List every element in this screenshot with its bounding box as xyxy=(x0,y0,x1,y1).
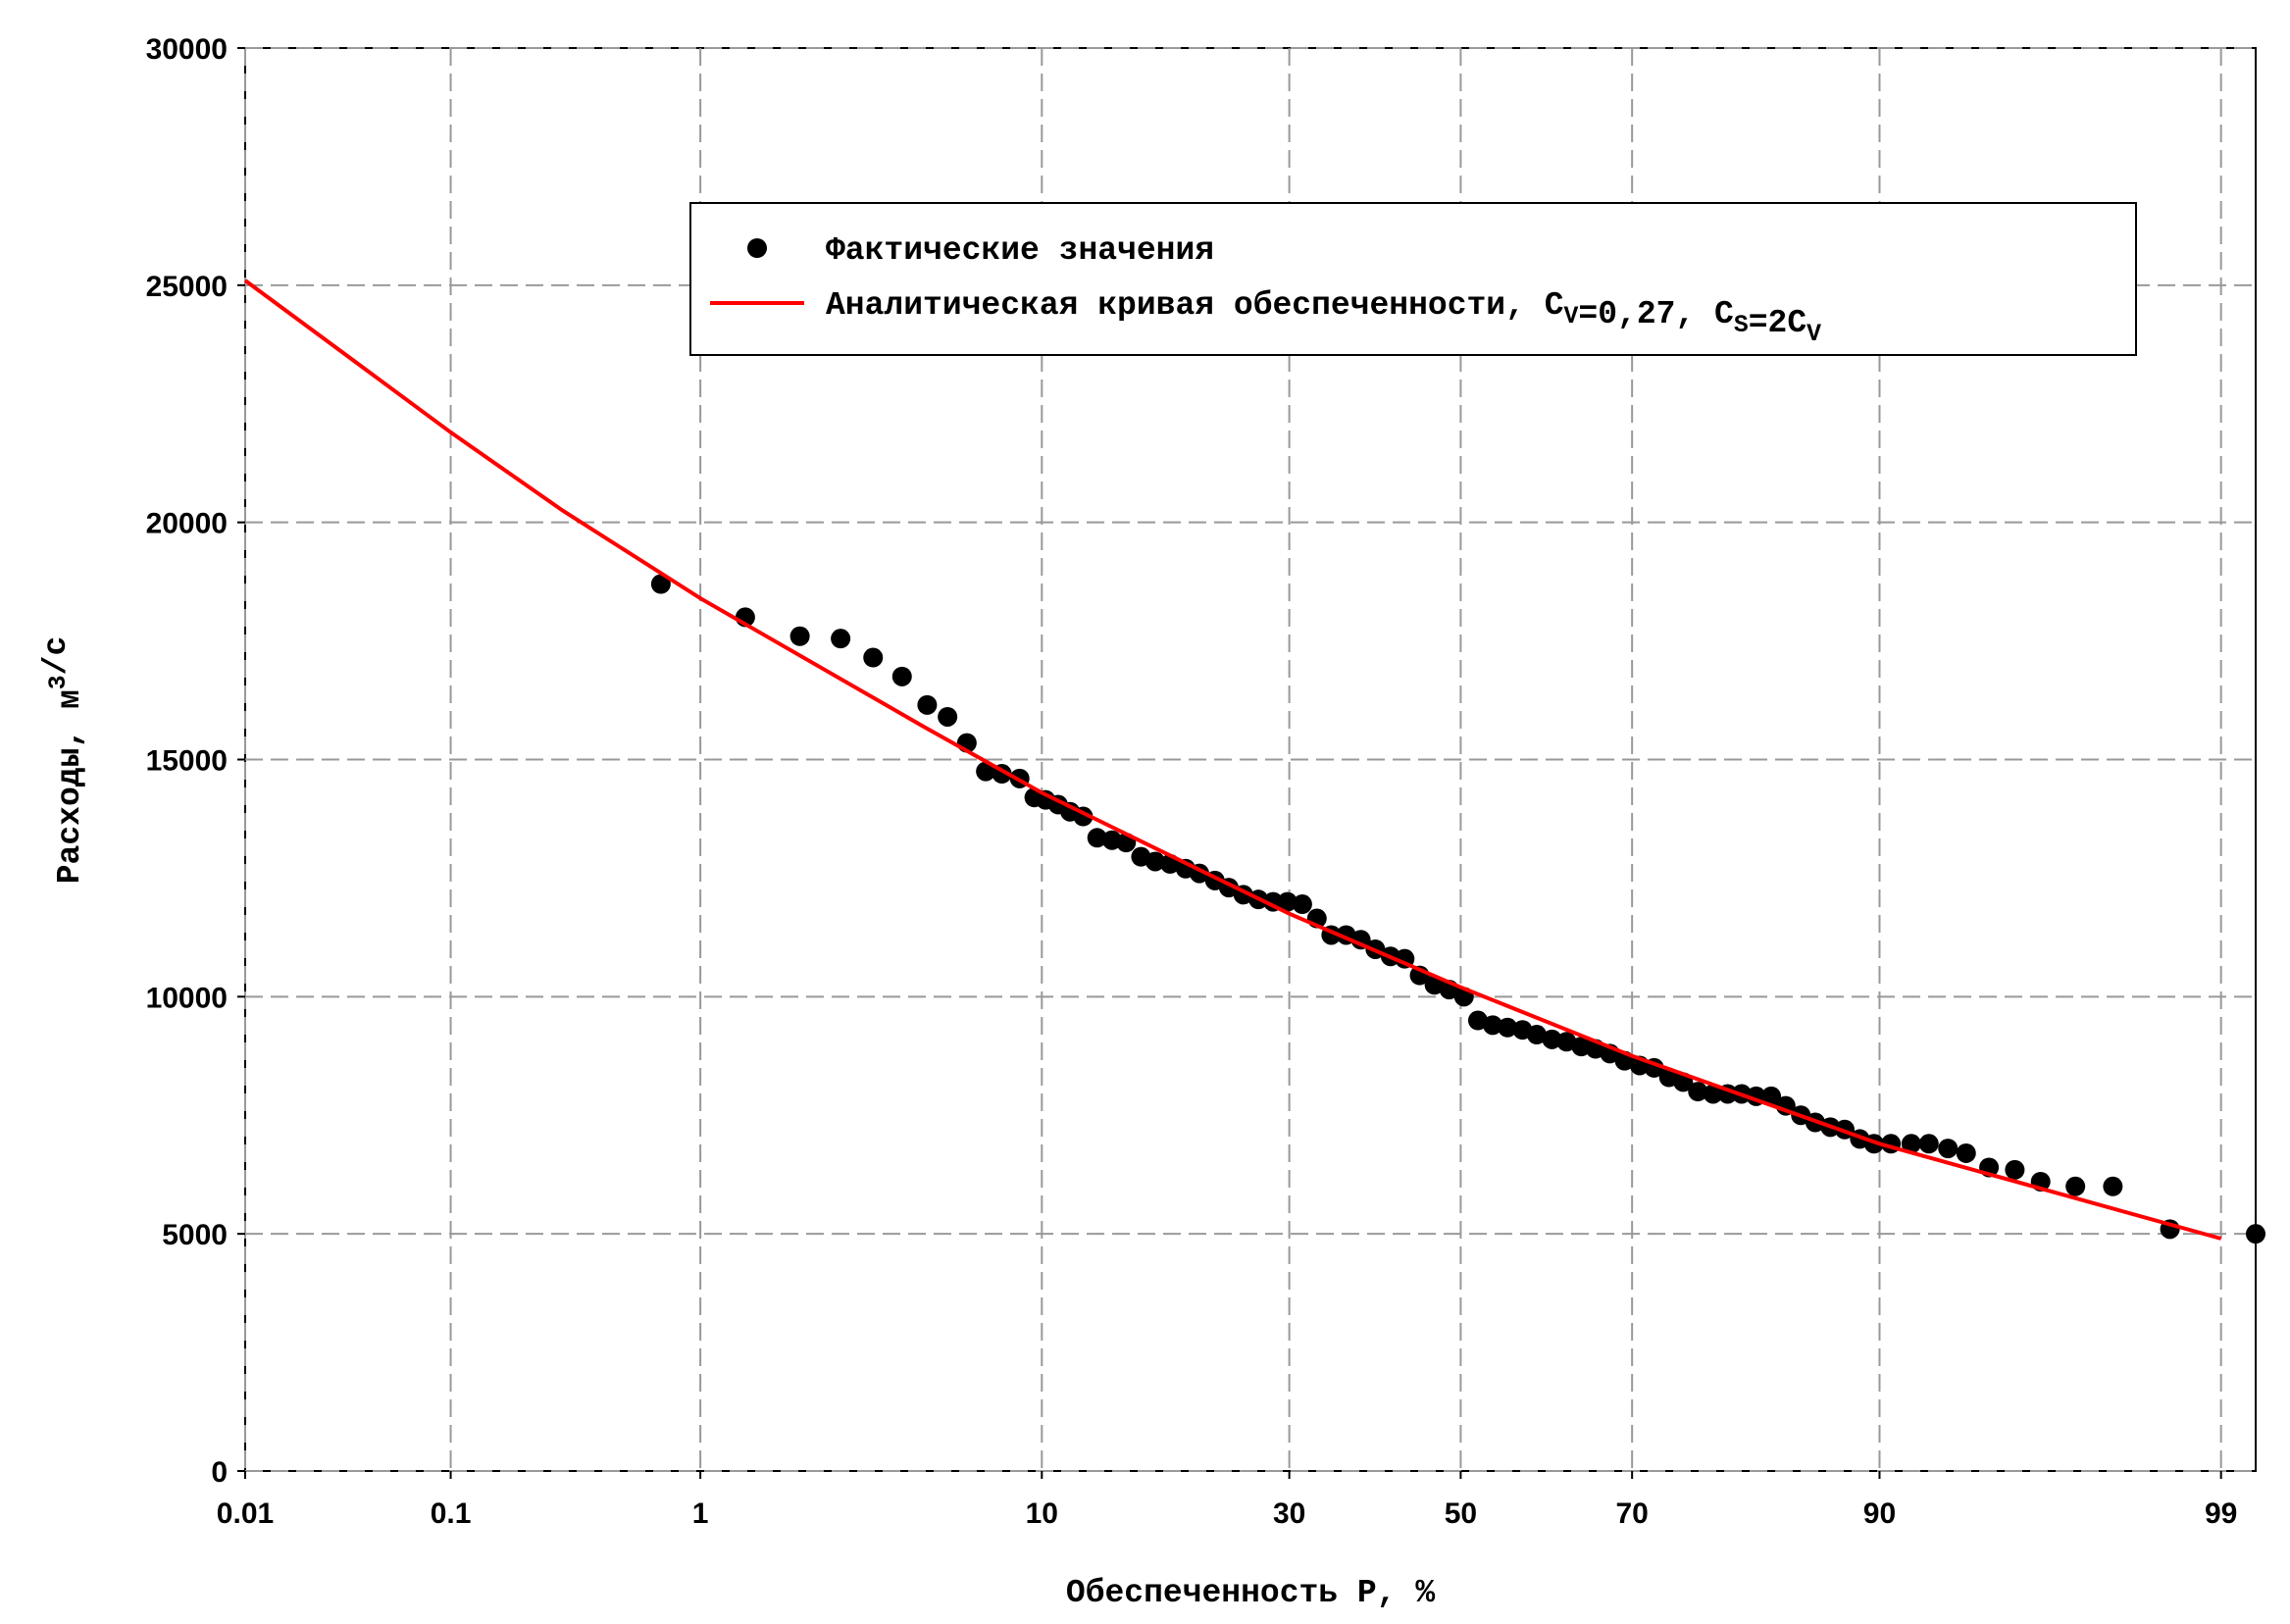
data-point xyxy=(1087,828,1107,848)
y-tick-label: 25000 xyxy=(146,271,228,303)
data-point xyxy=(1277,891,1298,912)
data-point xyxy=(1483,1015,1503,1036)
data-point xyxy=(1292,894,1312,915)
data-point xyxy=(938,706,958,727)
ticks: 0 5000 10000 15000 20000 25000 30000 0.01 0.1 1 10… xyxy=(146,33,2238,1530)
data-point xyxy=(1542,1029,1562,1049)
x-tick-label: 0.1 xyxy=(431,1497,472,1530)
data-point xyxy=(1956,1142,1976,1163)
x-tick-label: 50 xyxy=(1445,1497,1477,1530)
data-point xyxy=(1467,1010,1488,1031)
data-point xyxy=(2246,1224,2265,1244)
data-point xyxy=(1688,1082,1708,1102)
x-tick-label: 70 xyxy=(1615,1497,1648,1530)
x-tick-label: 90 xyxy=(1863,1497,1896,1530)
data-point xyxy=(2005,1159,2025,1180)
y-tick-label: 20000 xyxy=(146,508,228,540)
y-tick-label: 5000 xyxy=(162,1219,228,1251)
data-point xyxy=(1556,1032,1577,1052)
data-point xyxy=(1938,1139,1959,1159)
legend-marker xyxy=(747,238,767,258)
data-point xyxy=(789,626,810,646)
data-point xyxy=(976,761,996,782)
y-tick-label: 15000 xyxy=(146,745,228,778)
data-point xyxy=(650,574,671,594)
curve xyxy=(243,279,2222,1241)
x-tick-label: 10 xyxy=(1026,1497,1058,1530)
data-point xyxy=(2065,1176,2086,1196)
legend-label: Фактические значения xyxy=(826,232,1214,269)
legend-box xyxy=(689,202,2137,356)
y-tick-label: 10000 xyxy=(146,982,228,1014)
x-tick-label: 30 xyxy=(1273,1497,1305,1530)
data-point xyxy=(863,647,884,668)
data-point xyxy=(1526,1025,1547,1045)
x-axis-title: Обеспеченность P, % xyxy=(1066,1575,1435,1611)
marks xyxy=(243,279,2265,1244)
data-point xyxy=(1498,1017,1518,1038)
data-point xyxy=(1145,851,1165,872)
data-point xyxy=(1901,1134,1921,1154)
y-tick-label: 30000 xyxy=(146,33,228,66)
y-tick-label: 0 xyxy=(211,1456,228,1489)
data-point xyxy=(1703,1084,1723,1104)
data-point xyxy=(891,666,912,686)
data-point xyxy=(917,694,938,715)
data-point xyxy=(831,629,851,649)
x-tick-label: 1 xyxy=(692,1497,709,1530)
x-tick-label: 0.01 xyxy=(217,1497,274,1530)
data-point xyxy=(2103,1176,2123,1196)
data-point xyxy=(1761,1086,1782,1106)
y-axis-title: Расходы, м3/с xyxy=(38,636,88,885)
x-tick-label: 99 xyxy=(2205,1497,2237,1530)
data-point xyxy=(1918,1134,1939,1154)
